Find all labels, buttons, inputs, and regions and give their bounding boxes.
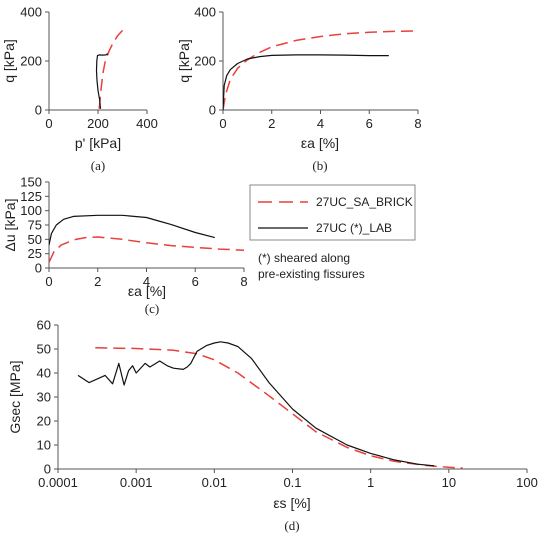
series-lab-line (223, 54, 389, 110)
series-lab-line (49, 214, 215, 246)
x-tick-label: 4 (317, 116, 324, 131)
panel-c-ylabel: Δu [kPa] (2, 199, 18, 252)
panel-c-xlabel: εa [%] (128, 283, 166, 299)
x-tick-label: 0 (45, 116, 52, 131)
y-tick-label: 400 (194, 5, 216, 20)
panel-d-ticks: 0.0001 0.001 0.01 0.1 1 10 100 0 10 20 30 40 50 60 (37, 318, 538, 491)
legend-box (249, 184, 416, 241)
y-tick-label: 40 (37, 366, 51, 381)
y-tick-label: 200 (20, 54, 42, 69)
x-tick-label: 0 (219, 116, 226, 131)
x-tick-label: 0.0001 (38, 475, 78, 490)
y-tick-label: 50 (37, 342, 51, 357)
y-tick-label: 25 (28, 246, 42, 261)
x-tick-label: 200 (87, 116, 109, 131)
panel-c-axes (48, 182, 244, 269)
x-tick-label: 1 (367, 475, 374, 490)
panel-b-axes (222, 12, 418, 111)
panel-c-caption: (c) (145, 301, 159, 316)
panel-a-xlabel: p' [kPa] (75, 135, 121, 151)
y-tick-label: 10 (37, 438, 51, 453)
x-tick-label: 8 (414, 116, 421, 131)
legend: 27UC_SA_BRICK 27UC (*)_LAB (249, 184, 416, 241)
x-tick-label: 6 (366, 116, 373, 131)
panel-d-axes (57, 325, 527, 470)
panel-b-plot (223, 30, 418, 110)
y-tick-label: 0 (35, 261, 42, 276)
legend-label-sa-brick: 27UC_SA_BRICK (316, 195, 413, 209)
panel-b-ticks: 0 2 4 6 8 0 200 400 (194, 5, 421, 132)
x-tick-label: 400 (136, 116, 158, 131)
x-tick-label: 0.1 (283, 475, 301, 490)
panel-d: 0.0001 0.001 0.01 0.1 1 10 100 0 10 20 30 40 50 60 εs… (7, 318, 538, 534)
panel-a: 0 200 400 0 200 400 p' [kPa] q [kPa] (a) (1, 5, 158, 174)
panel-b: 0 2 4 6 8 0 200 400 εa [%] q [kPa] (b) (176, 5, 422, 174)
series-sa-brick-line (95, 347, 463, 469)
x-tick-label: 2 (94, 274, 101, 289)
y-tick-label: 50 (28, 232, 42, 247)
x-tick-label: 2 (268, 116, 275, 131)
x-tick-label: 4 (143, 274, 150, 289)
panel-d-plot (77, 341, 463, 469)
y-tick-label: 60 (37, 318, 51, 333)
panel-a-caption: (a) (91, 158, 105, 173)
series-sa-brick-line (49, 236, 244, 263)
y-tick-label: 0 (209, 103, 216, 118)
y-tick-label: 100 (20, 203, 42, 218)
panel-d-caption: (d) (284, 518, 299, 533)
x-tick-label: 0.001 (120, 475, 153, 490)
x-tick-label: 100 (516, 475, 538, 490)
y-tick-label: 30 (37, 390, 51, 405)
panel-d-ylabel: Gsec [MPa] (7, 360, 23, 433)
legend-label-lab: 27UC (*)_LAB (316, 221, 392, 235)
y-tick-label: 75 (28, 218, 42, 233)
panel-c-plot (49, 214, 244, 263)
y-tick-label: 20 (37, 414, 51, 429)
panel-b-ylabel: q [kPa] (176, 39, 192, 83)
y-tick-label: 150 (20, 175, 42, 190)
series-sa-brick-line (98, 29, 124, 109)
y-tick-label: 0 (44, 462, 51, 477)
x-tick-label: 8 (240, 274, 247, 289)
panel-a-axes (48, 12, 147, 111)
series-lab-line (95, 53, 109, 109)
x-tick-label: 0.01 (202, 475, 227, 490)
x-tick-label: 0 (45, 274, 52, 289)
panel-b-xlabel: εa [%] (301, 135, 339, 151)
x-tick-label: 6 (192, 274, 199, 289)
y-tick-label: 200 (194, 54, 216, 69)
series-lab-line (77, 341, 435, 467)
footnote-line-2: pre-existing fissures (258, 267, 365, 281)
panel-a-ylabel: q [kPa] (1, 39, 17, 83)
series-sa-brick-line (223, 30, 418, 110)
panel-d-xlabel: εs [%] (273, 495, 310, 511)
panel-a-ticks: 0 200 400 0 200 400 (20, 5, 158, 132)
footnote-line-1: (*) sheared along (258, 251, 350, 265)
panel-a-plot (95, 29, 124, 109)
y-tick-label: 400 (20, 5, 42, 20)
y-tick-label: 0 (35, 103, 42, 118)
panel-b-caption: (b) (312, 158, 327, 173)
x-tick-label: 10 (442, 475, 456, 490)
y-tick-label: 125 (20, 189, 42, 204)
